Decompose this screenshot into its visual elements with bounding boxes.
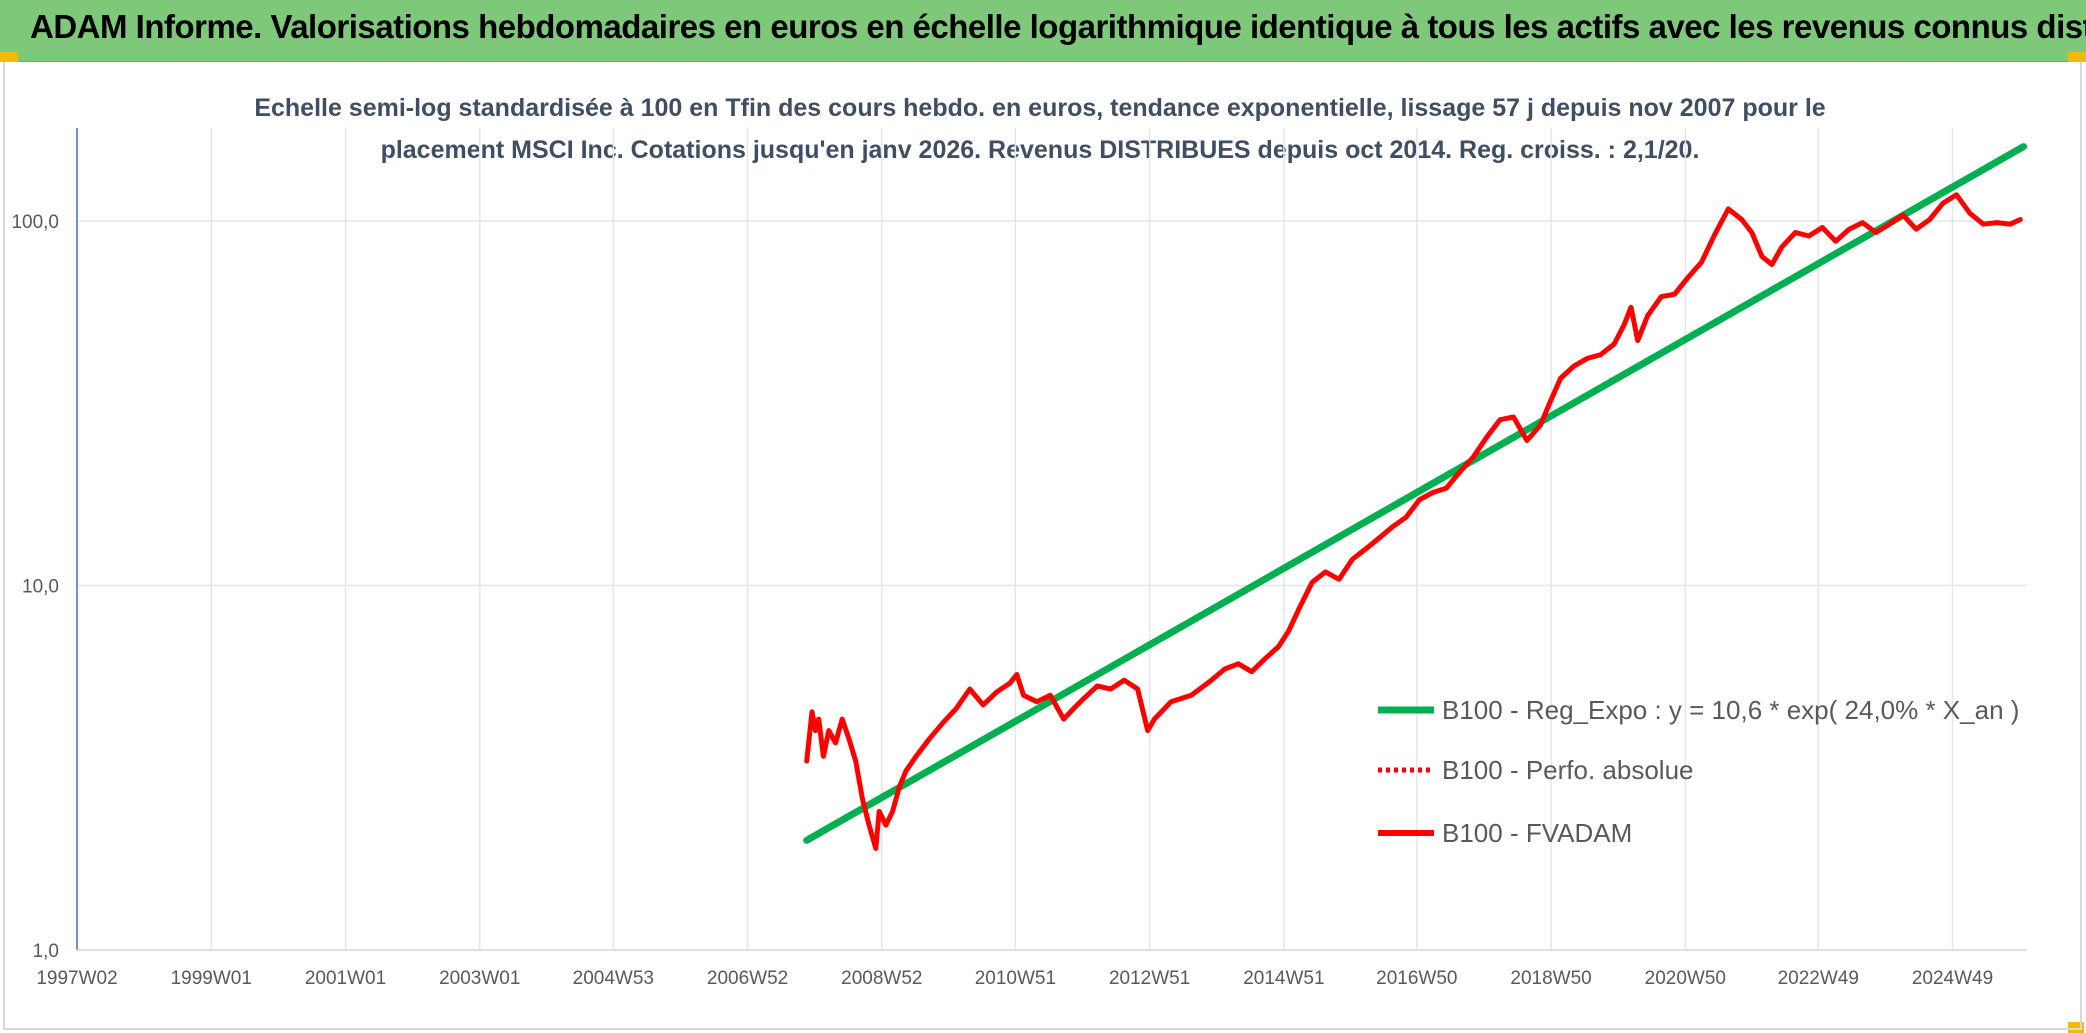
legend: B100 - Reg_Expo : y = 10,6 * exp( 24,0% … (1378, 695, 2019, 848)
corner-marker-right (2068, 52, 2086, 62)
legend-label-fvadam: B100 - FVADAM (1442, 818, 1632, 848)
grid-layer (76, 128, 2027, 951)
x-tick-label: 2022W49 (1778, 968, 1859, 989)
x-tick-label: 2020W50 (1645, 968, 1726, 989)
series-line-fvadam (804, 192, 2023, 851)
series-line-trend (803, 143, 2028, 844)
x-tick-label: 2003W01 (439, 968, 520, 989)
legend-item-trend[interactable]: B100 - Reg_Expo : y = 10,6 * exp( 24,0% … (1378, 695, 2019, 725)
x-tick-label: 2012W51 (1109, 968, 1190, 989)
chart-subtitle-line-2: placement MSCI Inc. Cotations jusqu'en j… (381, 136, 1700, 164)
x-tick-label: 1999W01 (171, 968, 252, 989)
x-tick-label: 2010W51 (975, 968, 1056, 989)
x-tick-label: 2004W53 (573, 968, 654, 989)
x-tick-label: 2006W52 (707, 968, 788, 989)
legend-item-fvadam[interactable]: B100 - FVADAM (1378, 818, 1632, 848)
x-tick-label: 2024W49 (1912, 968, 1993, 989)
corner-marker-bottom-right (2068, 1022, 2084, 1033)
x-tick-label: 2001W01 (305, 968, 386, 989)
report-title: ADAM Informe. Valorisations hebdomadaire… (30, 8, 2086, 45)
legend-label-trend: B100 - Reg_Expo : y = 10,6 * exp( 24,0% … (1442, 695, 2019, 725)
chart-subtitle-line-1: Echelle semi-log standardisée à 100 en T… (254, 94, 1825, 122)
x-tick-label: 2008W52 (841, 968, 922, 989)
legend-label-absolute: B100 - Perfo. absolue (1442, 755, 1694, 785)
legend-item-absolute[interactable]: B100 - Perfo. absolue (1378, 755, 1694, 785)
chart-frame (3, 62, 2082, 1030)
x-tick-label: 1997W02 (36, 968, 117, 989)
report-header: ADAM Informe. Valorisations hebdomadaire… (0, 0, 2086, 62)
y-tick-label: 1,0 (33, 941, 59, 962)
x-tick-label: 2018W50 (1510, 968, 1591, 989)
series-layer (803, 143, 2028, 851)
axis-layer: 1997W02 1999W01 2001W01 2003W01 2004W53 2006W… (11, 128, 2027, 989)
y-tick-label: 10,0 (22, 577, 59, 598)
y-tick-label: 100,0 (11, 212, 59, 233)
corner-marker-left (0, 52, 18, 62)
x-tick-label: 2016W50 (1376, 968, 1457, 989)
x-tick-label: 2014W51 (1243, 968, 1324, 989)
